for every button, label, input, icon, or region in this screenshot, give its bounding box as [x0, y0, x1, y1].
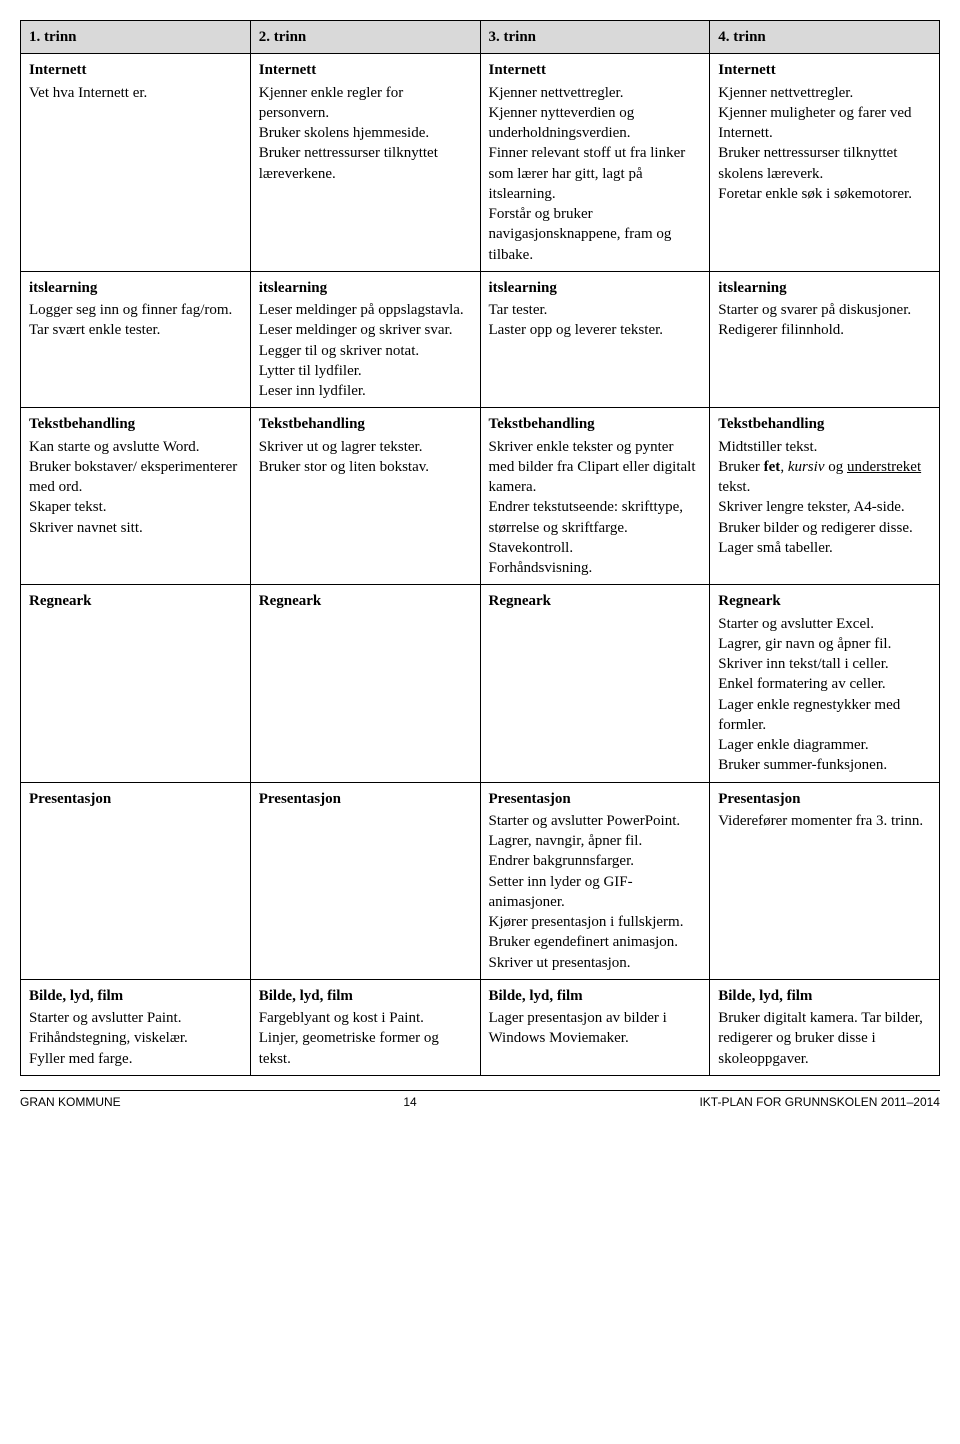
col-header-1: 1. trinn — [21, 21, 251, 54]
cell-topic: Tekstbehandling — [29, 414, 242, 434]
cell-topic: itslearning — [259, 278, 472, 298]
col-header-4: 4. trinn — [710, 21, 940, 54]
table-cell: Internett Kjenner nettvettregler. Kjenner… — [710, 54, 940, 272]
table-cell: Bilde, lyd, filmFargeblyant og kost i Pa… — [250, 979, 480, 1075]
table-header-row: 1. trinn 2. trinn 3. trinn 4. trinn — [21, 21, 940, 54]
cell-body: Starter og avslutter Excel. Lagrer, gir … — [718, 614, 931, 776]
curriculum-table: 1. trinn 2. trinn 3. trinn 4. trinn Inte… — [20, 20, 940, 1076]
table-cell: itslearningTar tester. Laster opp og lev… — [480, 271, 710, 408]
table-cell: Tekstbehandling Skriver ut og lagrer teks… — [250, 408, 480, 585]
cell-body: Starter og svarer på diskusjoner. Redige… — [718, 300, 931, 341]
cell-topic: Regneark — [29, 591, 242, 611]
cell-topic: Presentasjon — [489, 789, 702, 809]
cell-topic: Bilde, lyd, film — [259, 986, 472, 1006]
cell-topic: Regneark — [259, 591, 472, 611]
cell-topic: itslearning — [718, 278, 931, 298]
cell-topic: Internett — [718, 60, 931, 80]
table-row: Internett Vet hva Internett er. Internett K… — [21, 54, 940, 272]
cell-body: Skriver enkle tekster og pynter med bild… — [489, 437, 702, 579]
footer-center: 14 — [403, 1095, 416, 1109]
table-cell: itslearningStarter og svarer på diskusjo… — [710, 271, 940, 408]
footer-left: GRAN KOMMUNE — [20, 1095, 121, 1109]
cell-body: Kjenner nettvettregler. Kjenner nyttever… — [489, 83, 702, 265]
table-row: itslearningLogger seg inn og finner fag/… — [21, 271, 940, 408]
table-row: Bilde, lyd, filmStarter og avslutter Pai… — [21, 979, 940, 1075]
cell-body: Viderefører momenter fra 3. trinn. — [718, 811, 931, 831]
cell-topic: itslearning — [489, 278, 702, 298]
cell-topic: Bilde, lyd, film — [489, 986, 702, 1006]
cell-topic: Internett — [489, 60, 702, 80]
cell-topic: Tekstbehandling — [259, 414, 472, 434]
table-row: Regneark Regneark Regneark Regneark Starter … — [21, 585, 940, 782]
table-cell: Internett Vet hva Internett er. — [21, 54, 251, 272]
cell-body: Lager presentasjon av bilder i Windows M… — [489, 1008, 702, 1049]
table-cell: Presentasjon — [21, 782, 251, 979]
table-cell: Bilde, lyd, filmLager presentasjon av bi… — [480, 979, 710, 1075]
table-cell: Presentasjon — [250, 782, 480, 979]
table-row: Tekstbehandling Kan starte og avslutte Wo… — [21, 408, 940, 585]
cell-topic: Tekstbehandling — [718, 414, 931, 434]
cell-topic: Tekstbehandling — [489, 414, 702, 434]
cell-body: Kjenner enkle regler for personvern. Bru… — [259, 83, 472, 184]
cell-topic: Internett — [29, 60, 242, 80]
cell-body: Vet hva Internett er. — [29, 83, 242, 103]
cell-body: Bruker digitalt kamera. Tar bilder, redi… — [718, 1008, 931, 1069]
cell-topic: Bilde, lyd, film — [718, 986, 931, 1006]
table-cell: Internett Kjenner nettvettregler. Kjenner… — [480, 54, 710, 272]
table-cell: Tekstbehandling Skriver enkle tekster og … — [480, 408, 710, 585]
table-row: PresentasjonPresentasjonPresentasjonStar… — [21, 782, 940, 979]
col-header-3: 3. trinn — [480, 21, 710, 54]
table-cell: Internett Kjenner enkle regler for person… — [250, 54, 480, 272]
cell-topic: Presentasjon — [29, 789, 242, 809]
cell-topic: Regneark — [718, 591, 931, 611]
cell-body: Starter og avslutter Paint. Frihåndstegn… — [29, 1008, 242, 1069]
cell-topic: Presentasjon — [259, 789, 472, 809]
cell-topic: Internett — [259, 60, 472, 80]
cell-topic: Presentasjon — [718, 789, 931, 809]
cell-body: Logger seg inn og finner fag/rom. Tar sv… — [29, 300, 242, 341]
footer-right: IKT-PLAN FOR GRUNNSKOLEN 2011–2014 — [699, 1095, 940, 1109]
page-footer: GRAN KOMMUNE 14 IKT-PLAN FOR GRUNNSKOLEN… — [20, 1090, 940, 1109]
cell-body: Skriver ut og lagrer tekster. Bruker sto… — [259, 437, 472, 478]
table-cell: Tekstbehandling Kan starte og avslutte Wo… — [21, 408, 251, 585]
table-cell: PresentasjonStarter og avslutter PowerPo… — [480, 782, 710, 979]
table-cell: Regneark — [250, 585, 480, 782]
table-cell: Bilde, lyd, filmBruker digitalt kamera. … — [710, 979, 940, 1075]
table-cell: PresentasjonViderefører momenter fra 3. … — [710, 782, 940, 979]
cell-body: Midtstiller tekst.Bruker fet, kursiv og … — [718, 437, 931, 559]
cell-body: Leser meldinger på oppslagstavla. Leser … — [259, 300, 472, 401]
table-cell: Regneark — [21, 585, 251, 782]
cell-body: Fargeblyant og kost i Paint. Linjer, geo… — [259, 1008, 472, 1069]
table-cell: Regneark Starter og avslutter Excel. Lagr… — [710, 585, 940, 782]
cell-topic: Bilde, lyd, film — [29, 986, 242, 1006]
cell-topic: Regneark — [489, 591, 702, 611]
table-cell: Tekstbehandling Midtstiller tekst.Bruker … — [710, 408, 940, 585]
col-header-2: 2. trinn — [250, 21, 480, 54]
table-cell: itslearningLogger seg inn og finner fag/… — [21, 271, 251, 408]
cell-body: Starter og avslutter PowerPoint. Lagrer,… — [489, 811, 702, 973]
cell-topic: itslearning — [29, 278, 242, 298]
table-cell: Bilde, lyd, filmStarter og avslutter Pai… — [21, 979, 251, 1075]
cell-body: Kan starte og avslutte Word. Bruker boks… — [29, 437, 242, 538]
cell-body: Tar tester. Laster opp og leverer tekste… — [489, 300, 702, 341]
table-cell: itslearningLeser meldinger på oppslagsta… — [250, 271, 480, 408]
cell-body: Kjenner nettvettregler. Kjenner mulighet… — [718, 83, 931, 205]
table-cell: Regneark — [480, 585, 710, 782]
